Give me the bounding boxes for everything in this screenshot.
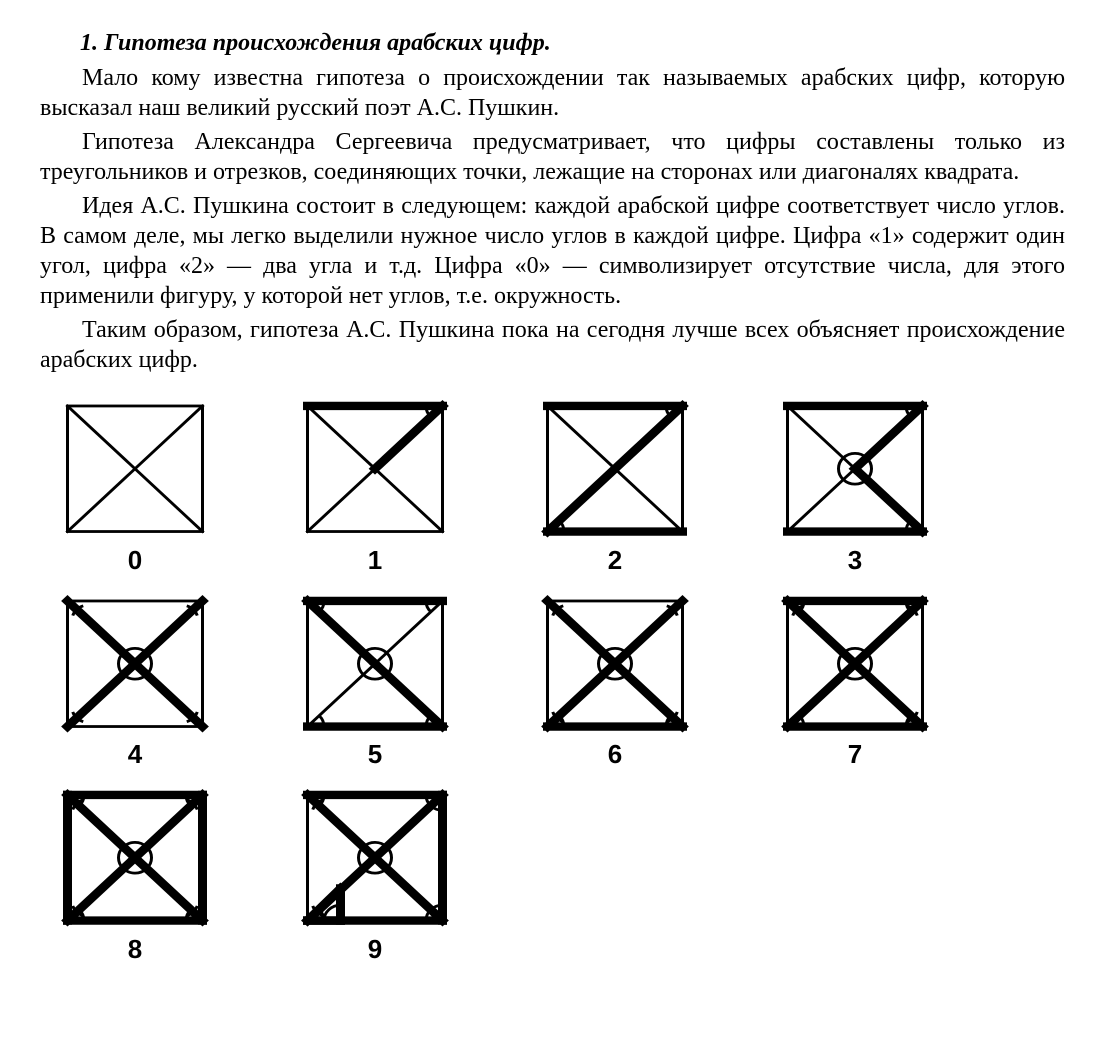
paragraph-4: Таким образом, гипотеза А.С. Пушкина пок… (40, 315, 1065, 375)
figure-cell-2: 2 (540, 399, 690, 576)
digit-diagram-5 (300, 594, 450, 734)
digit-diagram-9 (300, 788, 450, 928)
figure-label: 4 (128, 739, 142, 770)
figure-label: 9 (368, 934, 382, 965)
figure-label: 0 (128, 545, 142, 576)
digit-diagram-0 (60, 399, 210, 539)
digit-diagram-1 (300, 399, 450, 539)
figure-cell-5: 5 (300, 594, 450, 771)
figure-cell-3: 3 (780, 399, 930, 576)
digit-diagram-3 (780, 399, 930, 539)
figure-cell-9: 9 (300, 788, 450, 965)
figure-cell-1: 1 (300, 399, 450, 576)
figure-label: 8 (128, 934, 142, 965)
figure-label: 1 (368, 545, 382, 576)
paragraph-1: Мало кому известна гипотеза о происхожде… (40, 63, 1065, 123)
digit-diagram-8 (60, 788, 210, 928)
figure-row: 89 (40, 788, 1065, 965)
figure-label: 6 (608, 739, 622, 770)
figure-cell-4: 4 (60, 594, 210, 771)
figure-row: 0 1 2 3 (40, 399, 1065, 576)
figures-grid: 0123456789 (40, 399, 1065, 965)
figure-cell-8: 8 (60, 788, 210, 965)
figure-cell-7: 7 (780, 594, 930, 771)
section-heading: 1. Гипотеза происхождения арабских цифр. (80, 30, 1065, 57)
figure-label: 7 (848, 739, 862, 770)
figure-label: 3 (848, 545, 862, 576)
digit-diagram-4 (60, 594, 210, 734)
figure-label: 5 (368, 739, 382, 770)
digit-diagram-6 (540, 594, 690, 734)
figure-row: 4 5 6 7 (40, 594, 1065, 771)
figure-cell-6: 6 (540, 594, 690, 771)
figure-label: 2 (608, 545, 622, 576)
digit-diagram-7 (780, 594, 930, 734)
figure-cell-0: 0 (60, 399, 210, 576)
digit-diagram-2 (540, 399, 690, 539)
paragraph-2: Гипотеза Александра Сергеевича предусмат… (40, 127, 1065, 187)
paragraph-3: Идея А.С. Пушкина состоит в следующем: к… (40, 191, 1065, 311)
